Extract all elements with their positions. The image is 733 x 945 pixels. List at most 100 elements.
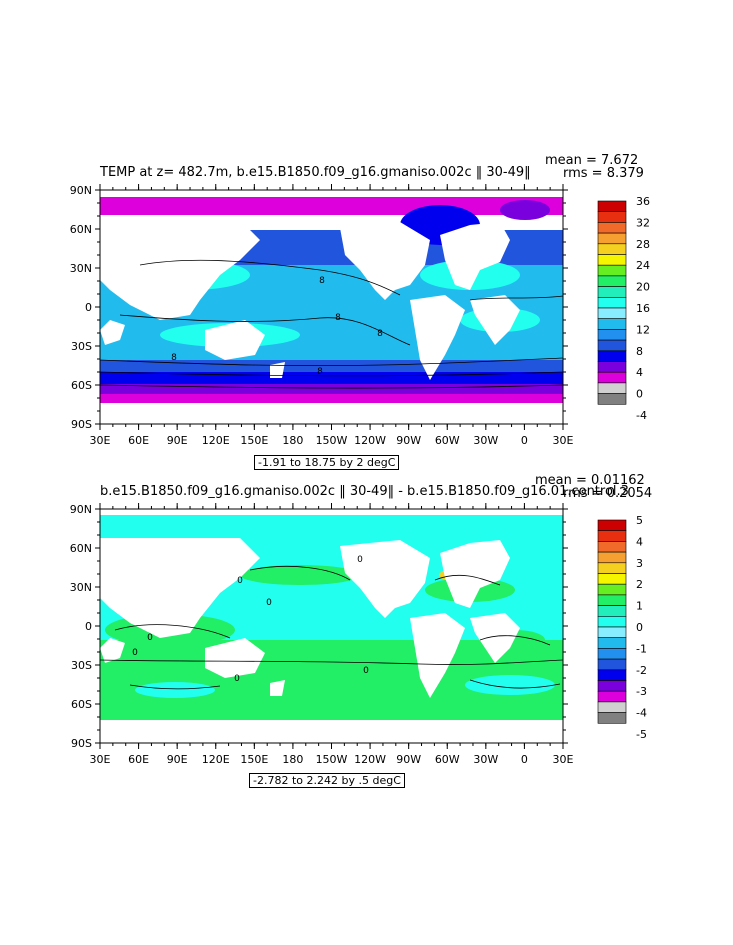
contour-value-label: 0: [132, 648, 138, 658]
lat-tick-label: 90S: [71, 737, 92, 750]
colorbar-label: -2: [636, 664, 647, 677]
colorbar-swatch: [597, 626, 627, 638]
colorbar-label: 16: [636, 302, 650, 315]
colorbar-swatch: [597, 583, 627, 596]
lat-tick-label: 90N: [70, 503, 92, 516]
colorbar-swatch: [597, 712, 627, 724]
lat-tick-label: 0: [85, 620, 92, 633]
colorbar-swatch: [597, 594, 627, 606]
contour-range-label: -2.782 to 2.242 by .5 degC: [249, 773, 405, 788]
lon-tick-label: 150E: [240, 753, 268, 766]
lon-tick-label: 0: [521, 753, 528, 766]
lon-tick-label: 120E: [202, 434, 230, 447]
lat-tick-label: 60S: [71, 379, 92, 392]
panel-title: TEMP at z= 482.7m, b.e15.B1850.f09_g16.g…: [100, 165, 531, 180]
colorbar: 36 32 28 24 20 16 12 8 4 0 -4: [597, 195, 650, 422]
map-panel-temperature: TEMP at z= 482.7m, b.e15.B1850.f09_g16.g…: [0, 0, 733, 470]
lat-tick-label: 30S: [71, 659, 92, 672]
colorbar-swatch: [597, 637, 627, 649]
colorbar-label: 0: [636, 388, 643, 401]
land-masses: [100, 190, 563, 424]
panel-title: b.e15.B1850.f09_g16.gmaniso.002c ‖ 30-49…: [100, 484, 629, 499]
lon-tick-label: 120E: [202, 753, 230, 766]
contour-value-label: 8: [319, 276, 325, 286]
colorbar-swatch: [597, 680, 627, 692]
lon-tick-label: 30E: [553, 753, 574, 766]
colorbar-swatch: [597, 701, 627, 713]
contour-value-label: 8: [377, 329, 383, 339]
contour-value-label: 8: [171, 353, 177, 363]
colorbar-swatch: [597, 615, 627, 628]
lon-tick-label: 60E: [128, 753, 149, 766]
lat-tick-label: 60N: [70, 542, 92, 555]
colorbar-label: 20: [636, 281, 650, 294]
colorbar-swatch: [597, 605, 627, 617]
colorbar-label: -4: [636, 707, 647, 720]
colorbar-swatch: [597, 551, 627, 564]
colorbar-swatch: [597, 648, 627, 660]
contour-value-label: 0: [147, 633, 153, 643]
colorbar-swatch: [597, 530, 627, 542]
contour-value-label: 8: [317, 367, 323, 377]
colorbar-label: 2: [636, 578, 643, 591]
colorbar-label: -5: [636, 728, 647, 741]
lon-tick-label: 90E: [167, 753, 188, 766]
colorbar-swatch: [597, 573, 627, 585]
lon-tick-label: 30W: [473, 753, 498, 766]
ocean-map: 8 8 8 8 8 90N 60N 30N 0 30S 60S 90S 30E 60E 90E 120E 15…: [70, 184, 650, 447]
contour-lines: [99, 566, 564, 690]
colorbar-label: 1: [636, 600, 643, 613]
rms-stat: rms = 8.379: [563, 166, 644, 181]
contour-value-label: 0: [363, 666, 369, 676]
colorbar-label: -3: [636, 685, 647, 698]
colorbar-label: 0: [636, 621, 643, 634]
colorbar-label: -1: [636, 642, 647, 655]
colorbar-swatch: [597, 690, 627, 703]
colorbar-label: 3: [636, 557, 643, 570]
lon-tick-label: 150W: [316, 753, 348, 766]
lon-tick-label: 30E: [90, 434, 111, 447]
contour-value-label: 0: [234, 674, 240, 684]
lon-tick-label: 0: [521, 434, 528, 447]
rms-stat: rms = 0.2054: [563, 486, 653, 501]
lon-tick-label: 60W: [435, 434, 460, 447]
lon-tick-label: 30E: [553, 434, 574, 447]
colorbar-swatch: [597, 519, 627, 531]
mean-stat: mean = 7.672: [545, 153, 639, 168]
lat-tick-label: 30S: [71, 340, 92, 353]
colorbar-label: 8: [636, 345, 643, 358]
colorbar-swatch: [597, 562, 627, 574]
land-masses: [100, 509, 563, 743]
lon-tick-label: 60E: [128, 434, 149, 447]
colorbar-label: 5: [636, 514, 643, 527]
colorbar-label: 4: [636, 366, 643, 379]
colorbar: 5 4 3 2 1 0 -1 -2 -3 -4 -5: [597, 514, 647, 741]
colorbar-swatch: [597, 541, 627, 553]
lat-tick-label: 90N: [70, 184, 92, 197]
lon-tick-label: 120W: [354, 753, 386, 766]
contour-value-label: 8: [335, 313, 341, 323]
lon-tick-label: 150W: [316, 434, 348, 447]
contour-value-label: 0: [357, 555, 363, 565]
lon-tick-label: 90W: [396, 753, 421, 766]
lat-tick-label: 0: [85, 301, 92, 314]
colorbar-swatch: [597, 658, 627, 671]
colorbar-swatch: [597, 669, 627, 681]
lon-tick-label: 120W: [354, 434, 386, 447]
lat-tick-label: 30N: [70, 581, 92, 594]
lat-tick-label: 90S: [71, 418, 92, 431]
lat-tick-label: 30N: [70, 262, 92, 275]
contour-value-label: 0: [266, 598, 272, 608]
contour-value-label: 0: [237, 576, 243, 586]
mean-stat: mean = 0.01162: [535, 473, 645, 488]
contour-range-label: -1.91 to 18.75 by 2 degC: [254, 455, 400, 470]
contour-lines: [99, 259, 564, 389]
colorbar-label: 36: [636, 195, 650, 208]
lon-tick-label: 60W: [435, 753, 460, 766]
lon-tick-label: 90W: [396, 434, 421, 447]
lon-tick-label: 90E: [167, 434, 188, 447]
lon-tick-label: 180: [282, 753, 303, 766]
lon-tick-label: 180: [282, 434, 303, 447]
